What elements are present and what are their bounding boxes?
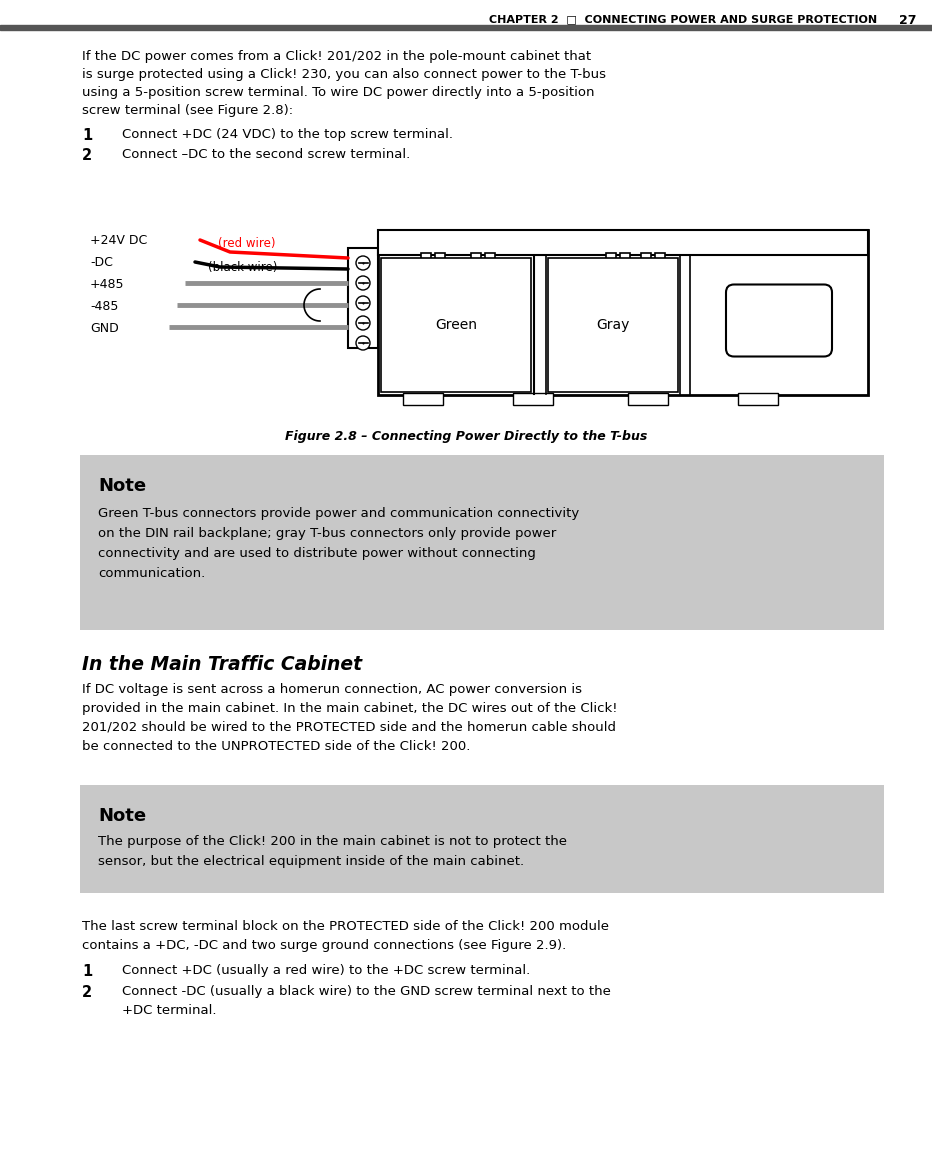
- Bar: [403, 393, 443, 405]
- Text: 27: 27: [899, 14, 917, 26]
- Text: -DC: -DC: [90, 256, 113, 269]
- Text: 1: 1: [82, 964, 92, 979]
- Bar: [738, 393, 778, 405]
- Text: -485: -485: [90, 300, 118, 314]
- Circle shape: [356, 276, 370, 290]
- Text: +24V DC: +24V DC: [90, 235, 147, 247]
- Text: is surge protected using a Click! 230, you can also connect power to the T-bus: is surge protected using a Click! 230, y…: [82, 68, 606, 80]
- Text: 1: 1: [82, 128, 92, 143]
- Bar: [471, 253, 481, 267]
- Text: provided in the main cabinet. In the main cabinet, the DC wires out of the Click: provided in the main cabinet. In the mai…: [82, 702, 618, 715]
- Text: If DC voltage is sent across a homerun connection, AC power conversion is: If DC voltage is sent across a homerun c…: [82, 683, 582, 696]
- Text: Note: Note: [98, 477, 146, 494]
- Text: 201/202 should be wired to the PROTECTED side and the homerun cable should: 201/202 should be wired to the PROTECTED…: [82, 721, 616, 734]
- Text: using a 5-position screw terminal. To wire DC power directly into a 5-position: using a 5-position screw terminal. To wi…: [82, 86, 595, 99]
- Circle shape: [356, 336, 370, 350]
- Circle shape: [356, 256, 370, 270]
- Bar: [513, 393, 553, 405]
- Bar: [80, 785, 884, 894]
- Bar: [378, 230, 868, 255]
- Bar: [80, 455, 884, 630]
- Text: screw terminal (see Figure 2.8):: screw terminal (see Figure 2.8):: [82, 104, 294, 117]
- Text: Connect +DC (usually a red wire) to the +DC screw terminal.: Connect +DC (usually a red wire) to the …: [122, 964, 530, 978]
- Bar: [620, 253, 630, 267]
- Bar: [628, 393, 668, 405]
- Bar: [421, 253, 431, 267]
- FancyBboxPatch shape: [726, 284, 832, 356]
- Bar: [548, 258, 678, 392]
- Bar: [606, 253, 616, 267]
- Circle shape: [356, 316, 370, 330]
- Text: In the Main Traffic Cabinet: In the Main Traffic Cabinet: [82, 656, 363, 674]
- Text: (black wire): (black wire): [208, 261, 278, 275]
- Text: Connect -DC (usually a black wire) to the GND screw terminal next to the: Connect -DC (usually a black wire) to th…: [122, 986, 610, 998]
- Text: communication.: communication.: [98, 567, 205, 580]
- Text: on the DIN rail backplane; gray T-bus connectors only provide power: on the DIN rail backplane; gray T-bus co…: [98, 527, 556, 540]
- Text: GND: GND: [90, 322, 118, 336]
- Bar: [378, 230, 868, 394]
- Text: 2: 2: [82, 148, 92, 163]
- Text: contains a +DC, -DC and two surge ground connections (see Figure 2.9).: contains a +DC, -DC and two surge ground…: [82, 940, 567, 952]
- Bar: [381, 258, 531, 392]
- Text: The purpose of the Click! 200 in the main cabinet is not to protect the: The purpose of the Click! 200 in the mai…: [98, 835, 567, 848]
- Text: Green T-bus connectors provide power and communication connectivity: Green T-bus connectors provide power and…: [98, 507, 580, 520]
- Bar: [348, 248, 378, 348]
- Text: Green: Green: [435, 319, 477, 332]
- Bar: [655, 253, 665, 267]
- Text: If the DC power comes from a Click! 201/202 in the pole-mount cabinet that: If the DC power comes from a Click! 201/…: [82, 49, 591, 63]
- Bar: [0, 25, 932, 30]
- Text: 2: 2: [82, 986, 92, 1000]
- Bar: [485, 253, 495, 267]
- Text: Connect +DC (24 VDC) to the top screw terminal.: Connect +DC (24 VDC) to the top screw te…: [122, 128, 453, 141]
- Text: be connected to the UNPROTECTED side of the Click! 200.: be connected to the UNPROTECTED side of …: [82, 739, 471, 753]
- Text: sensor, but the electrical equipment inside of the main cabinet.: sensor, but the electrical equipment ins…: [98, 854, 524, 868]
- Text: connectivity and are used to distribute power without connecting: connectivity and are used to distribute …: [98, 547, 536, 560]
- Text: +485: +485: [90, 278, 125, 291]
- Text: Gray: Gray: [596, 319, 630, 332]
- Text: Connect –DC to the second screw terminal.: Connect –DC to the second screw terminal…: [122, 148, 410, 161]
- Text: Note: Note: [98, 807, 146, 825]
- Bar: [641, 253, 651, 267]
- Text: (red wire): (red wire): [218, 237, 276, 250]
- Text: Figure 2.8 – Connecting Power Directly to the T-bus: Figure 2.8 – Connecting Power Directly t…: [285, 430, 647, 443]
- Text: CHAPTER 2  □  CONNECTING POWER AND SURGE PROTECTION: CHAPTER 2 □ CONNECTING POWER AND SURGE P…: [489, 14, 877, 24]
- Bar: [435, 253, 445, 267]
- Text: The last screw terminal block on the PROTECTED side of the Click! 200 module: The last screw terminal block on the PRO…: [82, 920, 609, 933]
- Text: +DC terminal.: +DC terminal.: [122, 1004, 216, 1017]
- Circle shape: [356, 296, 370, 310]
